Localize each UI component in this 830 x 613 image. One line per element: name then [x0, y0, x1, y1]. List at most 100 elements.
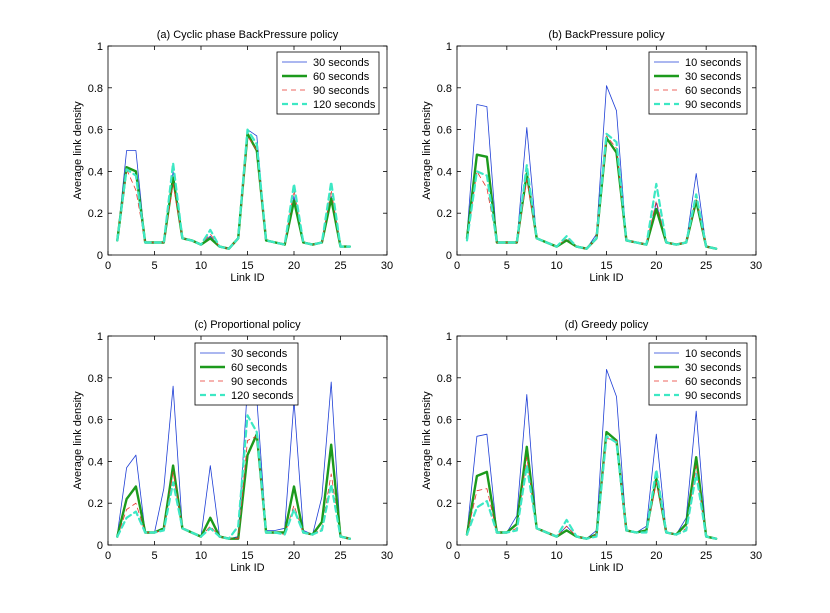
y-tick-label: 0.2 [88, 498, 103, 510]
y-tick-label: 0.6 [88, 415, 103, 427]
series-line-2 [465, 430, 718, 540]
y-tick-label: 0.4 [437, 456, 452, 468]
series-line-4 [116, 414, 351, 540]
legend-entry: 120 seconds [231, 390, 294, 402]
y-tick-label: 0.4 [88, 456, 103, 468]
y-axis-label: Average link density [421, 391, 433, 490]
x-tick-label: 0 [454, 550, 460, 562]
series-line-2 [465, 136, 718, 250]
x-axis-label: Link ID [230, 272, 264, 284]
x-tick-label: 15 [241, 260, 253, 272]
x-tick-label: 5 [504, 550, 510, 562]
legend-entry: 10 seconds [685, 348, 742, 360]
x-axis-label: Link ID [230, 562, 264, 574]
chart-panel-2: (b) BackPressure policy 0 5 10 15 20 25 30 0 0.2 0… [421, 29, 762, 284]
x-tick-label: 25 [334, 550, 346, 562]
y-axis-label: Average link density [72, 391, 84, 490]
y-tick-label: 0.8 [437, 373, 452, 385]
x-tick-label: 25 [700, 260, 712, 272]
x-tick-label: 20 [650, 260, 662, 272]
legend-entry: 90 seconds [685, 99, 742, 111]
y-tick-label: 0 [446, 250, 452, 262]
y-tick-label: 0 [97, 540, 103, 552]
x-tick-label: 25 [700, 550, 712, 562]
x-tick-label: 5 [151, 260, 157, 272]
legend: 30 seconds 60 seconds 90 seconds 120 second… [276, 51, 380, 115]
y-tick-label: 0.2 [88, 208, 103, 220]
legend-entry: 30 seconds [685, 71, 742, 83]
y-tick-label: 1 [446, 331, 452, 343]
y-axis-label: Average link density [421, 101, 433, 200]
x-axis-label: Link ID [589, 272, 623, 284]
y-tick-label: 0.8 [437, 83, 452, 95]
chart-title: (c) Proportional policy [194, 319, 301, 331]
x-tick-label: 10 [551, 550, 563, 562]
series-line-2 [116, 433, 351, 540]
y-tick-label: 0.8 [88, 373, 103, 385]
series-line-3 [466, 437, 717, 540]
x-tick-label: 15 [241, 550, 253, 562]
legend-entry: 60 seconds [685, 85, 742, 97]
legend-entry: 10 seconds [685, 57, 742, 69]
x-axis-label: Link ID [589, 562, 623, 574]
y-tick-label: 0 [446, 540, 452, 552]
y-tick-label: 1 [97, 41, 103, 53]
y-tick-label: 1 [446, 41, 452, 53]
series-line-1 [116, 129, 351, 250]
legend-entry: 60 seconds [231, 362, 288, 374]
x-tick-label: 30 [750, 260, 762, 272]
y-tick-label: 0.4 [88, 166, 103, 178]
x-tick-label: 10 [551, 260, 563, 272]
legend-entry: 90 seconds [685, 390, 742, 402]
chart-title: (b) BackPressure policy [548, 29, 665, 41]
series-line-4 [465, 435, 718, 540]
legend-entry: 30 seconds [231, 348, 288, 360]
series-line-3 [116, 435, 351, 540]
legend-entry: 90 seconds [313, 85, 370, 97]
y-axis-label: Average link density [72, 101, 84, 200]
legend: 10 seconds 30 seconds 60 seconds 90 seconds [648, 51, 748, 115]
y-tick-label: 0.2 [437, 498, 452, 510]
x-tick-label: 0 [105, 260, 111, 272]
series-line-4 [116, 128, 351, 250]
y-tick-label: 0.4 [437, 166, 452, 178]
legend-entry: 60 seconds [685, 376, 742, 388]
x-tick-label: 15 [600, 260, 612, 272]
chart-panel-4: (d) Greedy policy 0 5 10 15 20 25 30 0 0.2 0.4 0.6 0… [421, 319, 762, 574]
x-tick-label: 20 [288, 260, 300, 272]
x-tick-label: 5 [151, 550, 157, 562]
legend: 30 seconds 60 seconds 90 seconds 120 second… [194, 342, 299, 406]
x-tick-label: 15 [600, 550, 612, 562]
x-tick-label: 30 [381, 550, 393, 562]
x-tick-label: 20 [650, 550, 662, 562]
chart-title: (d) Greedy policy [565, 319, 649, 331]
x-tick-label: 0 [105, 550, 111, 562]
legend-entry: 60 seconds [313, 71, 370, 83]
chart-title: (a) Cyclic phase BackPressure policy [157, 29, 339, 41]
series-line-1 [116, 381, 351, 540]
x-tick-label: 10 [195, 260, 207, 272]
y-tick-label: 0.2 [437, 208, 452, 220]
legend-entry: 30 seconds [685, 362, 742, 374]
x-tick-label: 0 [454, 260, 460, 272]
legend-entry: 30 seconds [313, 57, 370, 69]
y-tick-label: 0.8 [88, 83, 103, 95]
x-tick-label: 30 [381, 260, 393, 272]
series-line-3 [466, 135, 717, 250]
y-tick-label: 0.6 [88, 125, 103, 137]
x-tick-label: 10 [195, 550, 207, 562]
series-line-2 [116, 132, 351, 250]
y-tick-label: 1 [97, 331, 103, 343]
y-tick-label: 0.6 [437, 415, 452, 427]
x-tick-label: 30 [750, 550, 762, 562]
series-line-4 [465, 132, 718, 250]
legend-entry: 90 seconds [231, 376, 288, 388]
y-tick-label: 0 [97, 250, 103, 262]
x-tick-label: 25 [334, 260, 346, 272]
x-tick-label: 5 [504, 260, 510, 272]
x-tick-label: 20 [288, 550, 300, 562]
legend: 10 seconds 30 seconds 60 seconds 90 seconds [648, 342, 748, 406]
legend-entry: 120 seconds [313, 99, 376, 111]
